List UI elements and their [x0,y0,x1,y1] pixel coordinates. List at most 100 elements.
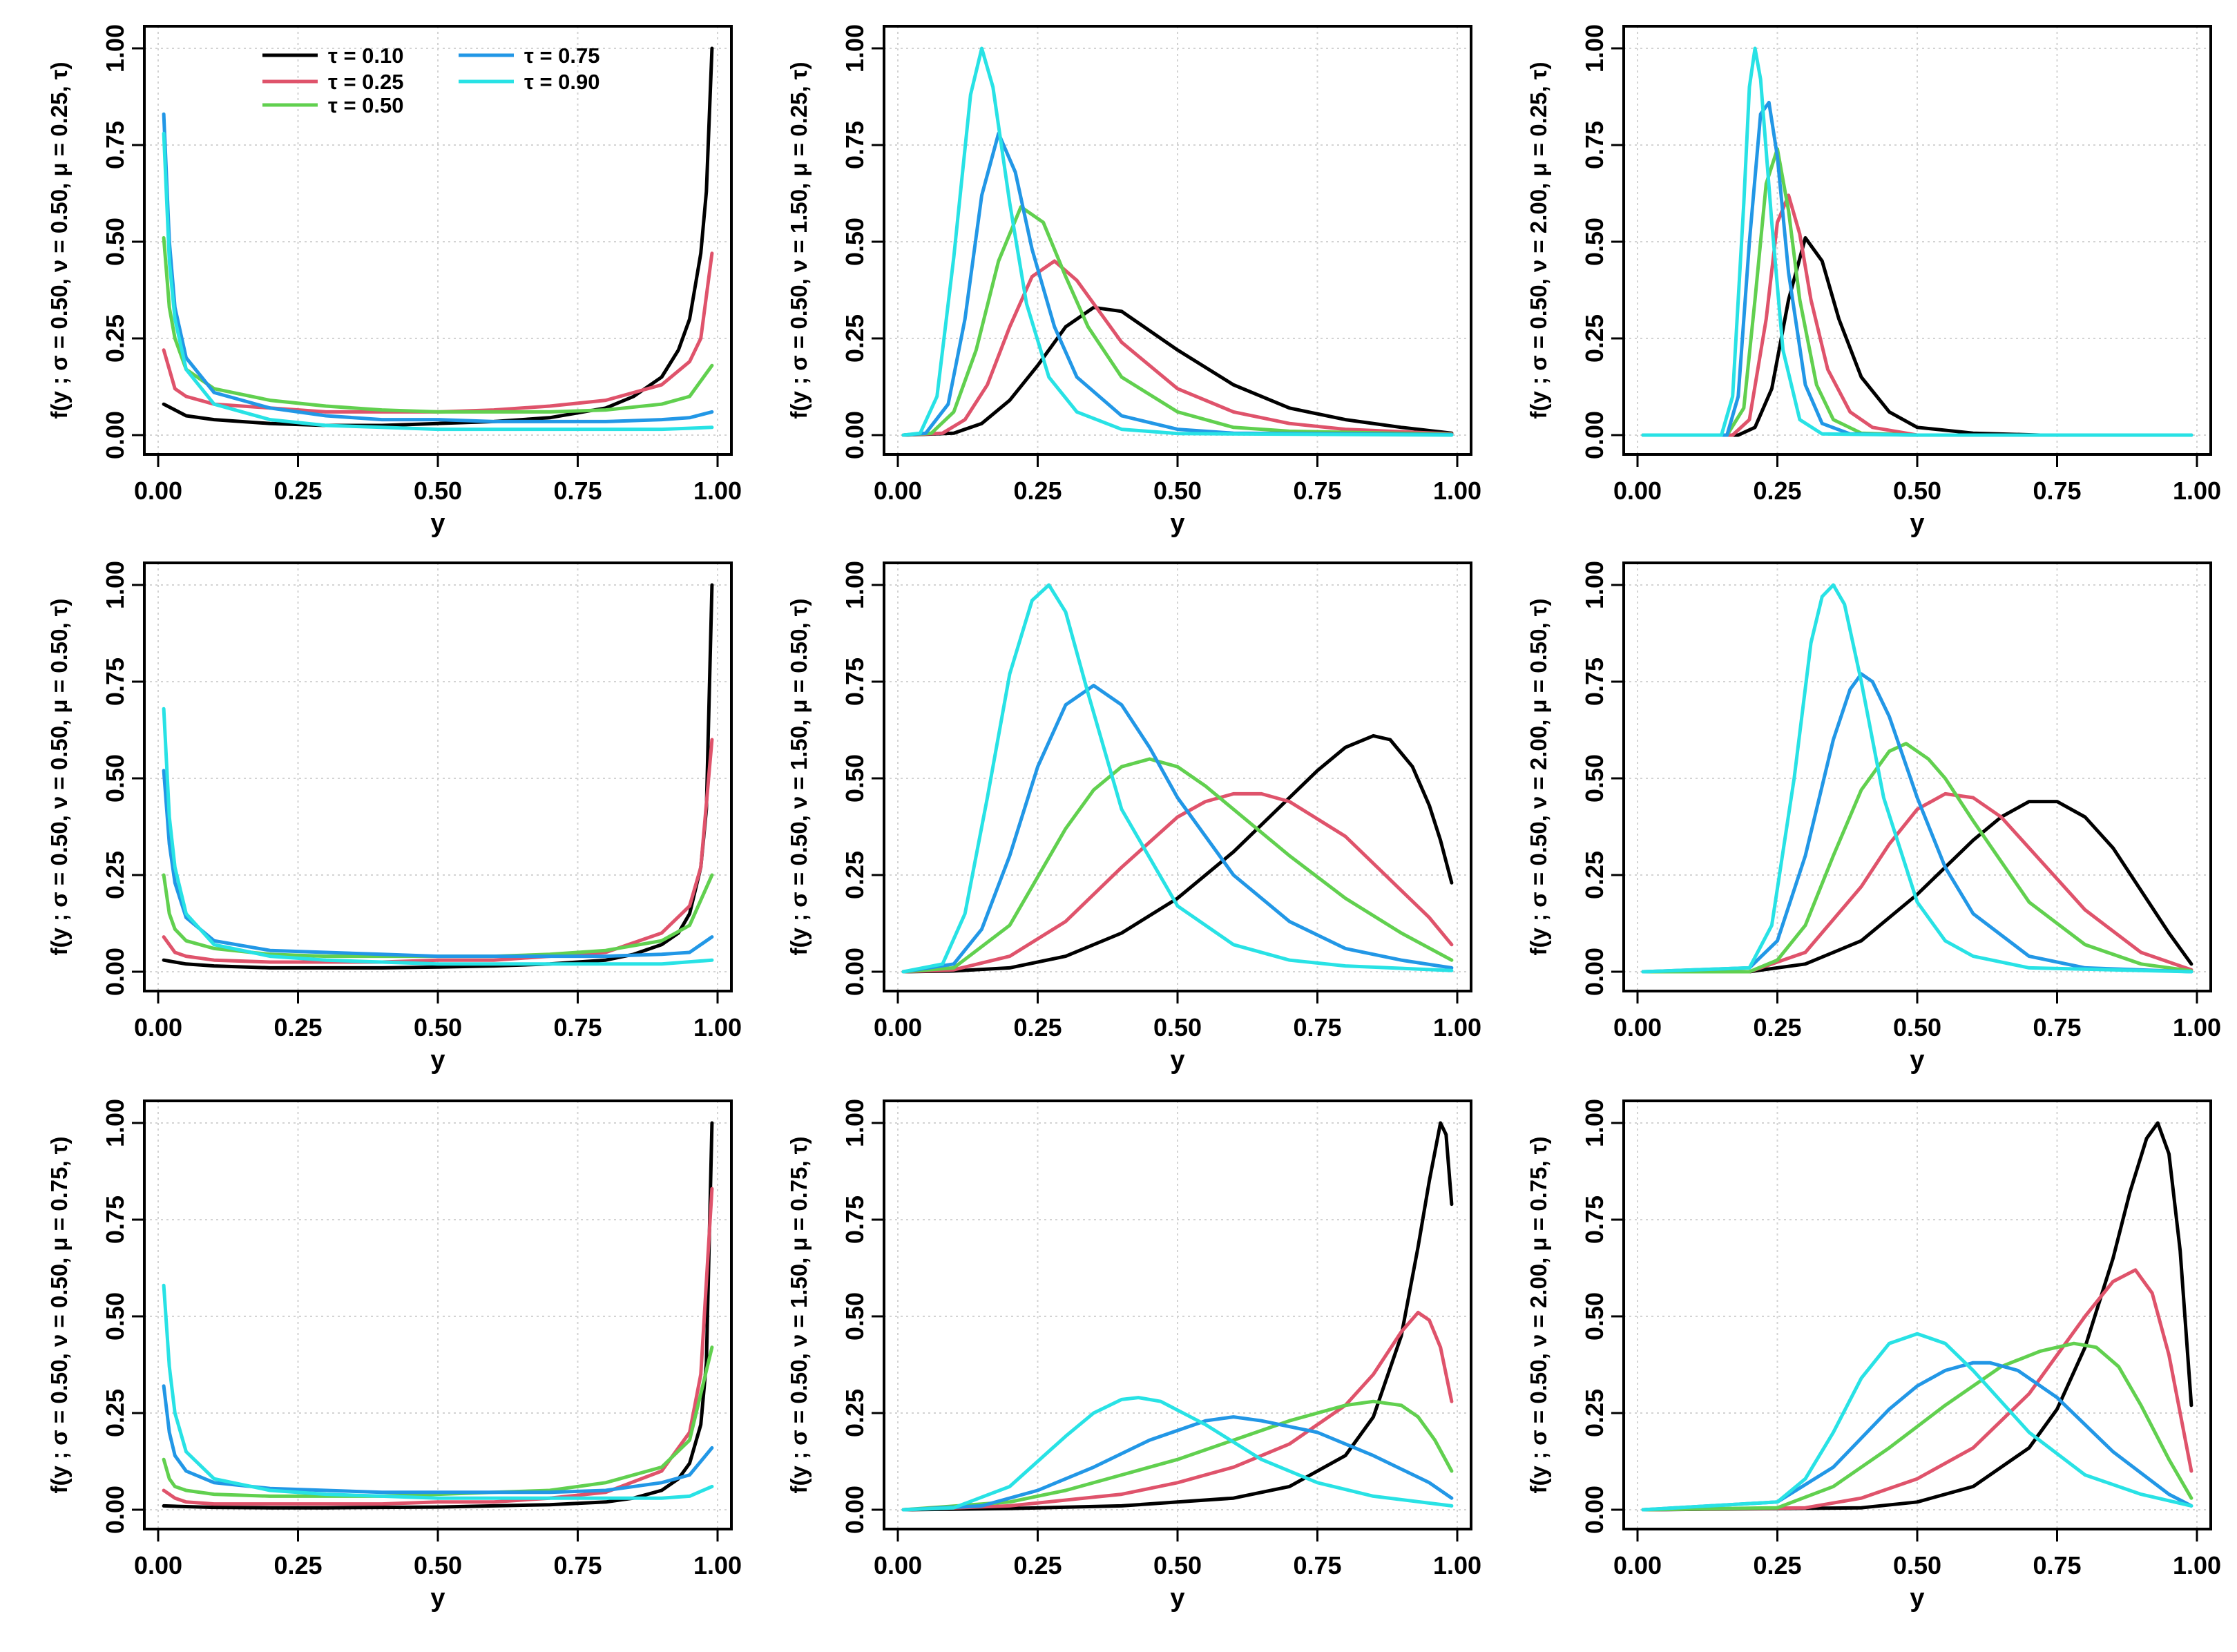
series-line-tau-0.50 [1641,1341,2193,1512]
panel-1-1: 0.00 0.25 0.50 0.75 1.00 0.00 0.25 0.50 0.75 1.00… [46,24,742,538]
series-line-tau-0.25 [162,1187,714,1506]
y-tick-label: 1.00 [1580,24,1609,73]
series-line-tau-0.25 [1641,193,2193,437]
y-tick-label: 0.00 [841,1486,869,1534]
series-line-tau-0.50 [1641,742,2193,974]
panel-1-2: 0.00 0.25 0.50 0.75 1.00 0.00 0.25 0.50 0.75 1.00… [786,24,1481,538]
x-tick-label: 0.25 [273,1013,322,1041]
series-line-tau-0.25 [1641,791,2193,974]
legend-label: τ = 0.90 [524,70,600,94]
series-line-tau-0.90 [901,46,1454,437]
series-line-tau-0.75 [162,1384,714,1495]
series-line-tau-0.10 [901,305,1454,437]
series-line-tau-0.10 [162,46,714,428]
series-line-tau-0.25 [901,259,1454,437]
series-line-tau-0.25 [162,738,714,964]
legend: τ = 0.10τ = 0.25τ = 0.50 τ = 0.75τ = 0.90 [262,44,600,117]
y-tick-label: 1.00 [1580,1099,1609,1147]
x-tick-label: 0.00 [874,477,922,505]
x-axis-title: y [1170,509,1184,538]
x-tick-label: 1.00 [693,477,742,505]
y-tick-label: 0.50 [101,1292,129,1341]
panel-2-3: 0.00 0.25 0.50 0.75 1.00 0.00 0.25 0.50 0.75 1.00… [1526,561,2221,1075]
x-tick-label: 0.50 [1893,477,1941,505]
x-axis-title: y [430,1584,445,1613]
x-tick-label: 1.00 [1433,1013,1481,1041]
y-axis-title: f(y ; σ = 0.50, ν = 2.00, μ = 0.25, τ) [1526,61,1551,419]
y-axis-title: f(y ; σ = 0.50, ν = 1.50, μ = 0.50, τ) [786,598,812,955]
x-tick-label: 0.25 [1753,1551,1801,1579]
y-tick-label: 0.25 [101,1389,129,1437]
x-axis-title: y [430,509,445,538]
y-tick-label: 0.75 [841,657,869,706]
legend-label: τ = 0.75 [524,44,600,68]
y-tick-label: 0.00 [101,1486,129,1534]
y-tick-label: 0.50 [101,754,129,803]
y-tick-label: 1.00 [1580,561,1609,609]
x-tick-label: 0.75 [1293,1013,1341,1041]
y-tick-label: 0.50 [1580,1292,1609,1341]
legend-label: τ = 0.10 [328,44,404,68]
series-line-tau-0.10 [162,1121,714,1510]
y-tick-label: 0.25 [1580,851,1609,899]
x-tick-label: 0.50 [414,477,462,505]
plot-frame [883,561,1472,992]
series-line-tau-0.90 [1641,583,2193,974]
x-axis-title: y [1170,1046,1184,1075]
y-tick-label: 0.75 [1580,121,1609,169]
x-tick-label: 0.25 [1753,477,1801,505]
x-tick-label: 0.75 [1293,1551,1341,1579]
series-line-tau-0.90 [162,1283,714,1500]
y-tick-label: 0.50 [841,218,869,266]
legend-label: τ = 0.50 [328,93,404,117]
y-tick-label: 0.00 [1580,948,1609,996]
x-tick-label: 0.00 [134,1551,182,1579]
plot-frame [143,1099,733,1530]
x-tick-label: 1.00 [1433,1551,1481,1579]
y-tick-label: 0.25 [841,1389,869,1437]
series-line-tau-0.50 [162,873,714,959]
series-line-tau-0.50 [901,205,1454,437]
x-tick-label: 1.00 [1433,477,1481,505]
y-tick-label: 1.00 [841,1099,869,1147]
x-axis-title: y [1170,1584,1184,1613]
series-line-tau-0.90 [162,131,714,432]
series-line-tau-0.10 [1641,1121,2193,1512]
y-axis-title: f(y ; σ = 0.50, ν = 0.50, μ = 0.50, τ) [46,598,72,955]
x-axis-title: y [1910,1046,1924,1075]
series-line-tau-0.75 [1641,672,2193,974]
x-tick-label: 0.75 [553,477,602,505]
y-tick-label: 0.75 [101,657,129,706]
x-tick-label: 0.50 [1893,1551,1941,1579]
panel-3-1: 0.00 0.25 0.50 0.75 1.00 0.00 0.25 0.50 0.75 1.00… [46,1099,742,1613]
series-line-tau-0.25 [1641,1268,2193,1512]
x-tick-label: 0.25 [273,477,322,505]
x-tick-label: 0.75 [2033,477,2081,505]
x-tick-label: 0.75 [2033,1551,2081,1579]
series-line-tau-0.75 [901,131,1454,437]
panel-1-3: 0.00 0.25 0.50 0.75 1.00 0.00 0.25 0.50 0.75 1.00… [1526,24,2221,538]
y-axis-title: f(y ; σ = 0.50, ν = 1.50, μ = 0.25, τ) [786,61,812,419]
plot-frame [143,561,733,992]
panel-2-1: 0.00 0.25 0.50 0.75 1.00 0.00 0.25 0.50 0.75 1.00… [46,561,742,1075]
y-tick-label: 0.25 [841,851,869,899]
x-tick-label: 0.00 [874,1551,922,1579]
x-tick-label: 0.00 [874,1013,922,1041]
x-tick-label: 0.00 [1613,1551,1662,1579]
y-axis-title: f(y ; σ = 0.50, ν = 2.00, μ = 0.75, τ) [1526,1136,1551,1493]
y-tick-label: 1.00 [841,24,869,73]
x-tick-label: 0.50 [414,1551,462,1579]
x-tick-label: 0.00 [134,1013,182,1041]
y-tick-label: 0.00 [1580,1486,1609,1534]
y-tick-label: 0.25 [1580,1389,1609,1437]
plot-frame [1622,561,2212,992]
y-tick-label: 0.50 [841,1292,869,1341]
series-line-tau-0.75 [162,769,714,959]
series-line-tau-0.75 [901,1415,1454,1512]
y-tick-label: 0.25 [101,851,129,899]
y-tick-label: 0.75 [841,1195,869,1244]
y-tick-label: 0.00 [101,948,129,996]
panel-2-2: 0.00 0.25 0.50 0.75 1.00 0.00 0.25 0.50 0.75 1.00… [786,561,1481,1075]
x-tick-label: 0.25 [1013,1551,1062,1579]
x-axis-title: y [430,1046,445,1075]
